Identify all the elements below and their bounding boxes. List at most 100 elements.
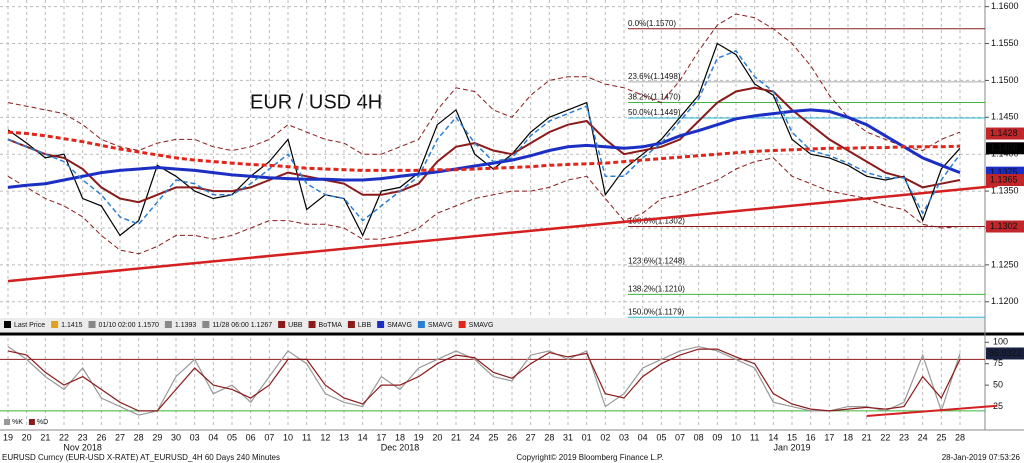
fib-label: 23.6%(1.1498) bbox=[628, 72, 681, 81]
price-tag-label: 1.1365 bbox=[990, 174, 1018, 184]
month-label: Jan 2019 bbox=[773, 442, 810, 452]
series-line bbox=[7, 157, 961, 255]
price-tag bbox=[986, 220, 1024, 233]
legend-swatch bbox=[4, 321, 11, 328]
x-tick-label: 07 bbox=[675, 432, 685, 442]
legend-swatch bbox=[458, 321, 466, 328]
price-tag-label: 1.1302 bbox=[990, 221, 1018, 231]
month-label: Nov 2018 bbox=[63, 442, 102, 452]
x-tick-label: 25 bbox=[936, 432, 946, 442]
legend-label: %D bbox=[37, 419, 48, 426]
x-tick-label: 30 bbox=[171, 432, 181, 442]
x-tick-label: 28 bbox=[134, 432, 144, 442]
fib-label: 100.0%(1.1302) bbox=[628, 217, 685, 226]
legend-label: %K bbox=[12, 419, 23, 426]
last-value-label: 86.9322 bbox=[989, 348, 1022, 358]
x-tick-label: 22 bbox=[59, 432, 69, 442]
footer-left: EURUSD Curncy (EUR-USD X-RATE) AT_EURUSD… bbox=[2, 453, 280, 462]
legend-strip bbox=[0, 318, 985, 332]
legend-swatch bbox=[28, 419, 35, 425]
x-tick-label: 20 bbox=[432, 432, 442, 442]
x-tick-label: 04 bbox=[638, 432, 648, 442]
price-tag bbox=[986, 174, 1024, 187]
x-tick-label: 21 bbox=[451, 432, 461, 442]
legend-label: SMAVG bbox=[387, 322, 412, 329]
y-tick-label: 100 bbox=[993, 337, 1008, 347]
x-tick-label: 31 bbox=[563, 432, 573, 442]
trendline bbox=[866, 404, 998, 417]
legend-swatch bbox=[278, 321, 286, 328]
legend-swatch bbox=[164, 321, 172, 328]
x-tick-label: 24 bbox=[470, 432, 480, 442]
legend-swatch bbox=[417, 321, 425, 328]
price-tag-label: 1.1428 bbox=[990, 128, 1018, 138]
x-tick-label: 12 bbox=[320, 432, 330, 442]
x-tick-label: 18 bbox=[395, 432, 405, 442]
footer-center: Copyright© 2019 Bloomberg Finance L.P. bbox=[516, 453, 663, 462]
last-value-tag bbox=[986, 347, 1024, 360]
y-tick-label: 1.1500 bbox=[991, 75, 1019, 85]
y-tick-label: 75 bbox=[993, 358, 1003, 368]
x-tick-label: 07 bbox=[264, 432, 274, 442]
y-tick-label: 1.1550 bbox=[991, 38, 1019, 48]
legend-label: 1.1415 bbox=[61, 322, 83, 329]
x-tick-label: 28 bbox=[544, 432, 554, 442]
x-tick-label: 06 bbox=[246, 432, 256, 442]
series-line bbox=[7, 13, 961, 155]
x-tick-label: 21 bbox=[40, 432, 50, 442]
legend-swatch bbox=[377, 321, 385, 328]
x-tick-label: 27 bbox=[526, 432, 536, 442]
x-tick-label: 18 bbox=[843, 432, 853, 442]
series-line bbox=[7, 42, 961, 237]
x-tick-label: 28 bbox=[955, 432, 965, 442]
x-tick-label: 23 bbox=[899, 432, 909, 442]
series-line bbox=[7, 49, 961, 226]
x-tick-label: 20 bbox=[22, 432, 32, 442]
trendline bbox=[7, 184, 998, 283]
legend-swatch bbox=[88, 321, 96, 328]
x-tick-label: 26 bbox=[507, 432, 517, 442]
x-tick-label: 10 bbox=[283, 432, 293, 442]
legend-swatch bbox=[51, 321, 59, 328]
x-tick-label: 27 bbox=[115, 432, 125, 442]
x-tick-label: 26 bbox=[96, 432, 106, 442]
x-tick-label: 08 bbox=[694, 432, 704, 442]
x-tick-label: 11 bbox=[302, 432, 311, 442]
x-tick-label: 13 bbox=[339, 432, 349, 442]
legend-label: Last Price bbox=[14, 322, 45, 329]
x-tick-label: 03 bbox=[619, 432, 629, 442]
x-tick-label: 14 bbox=[768, 432, 778, 442]
x-tick-label: 02 bbox=[600, 432, 610, 442]
series-line bbox=[7, 345, 961, 416]
legend-swatch bbox=[202, 321, 210, 328]
footer-right: 28-Jan-2019 07:53:26 bbox=[942, 453, 1021, 462]
x-tick-label: 03 bbox=[190, 432, 200, 442]
fib-label: 50.0%(1.1449) bbox=[628, 108, 681, 117]
x-tick-label: 01 bbox=[582, 432, 592, 442]
y-tick-label: 1.1250 bbox=[991, 259, 1019, 269]
legend-label: 1.1393 bbox=[175, 322, 197, 329]
legend-label: 01/10 02:00 1.1570 bbox=[99, 322, 159, 329]
x-tick-label: 17 bbox=[376, 432, 386, 442]
y-tick-label: 1.1350 bbox=[991, 185, 1019, 195]
x-tick-label: 29 bbox=[152, 432, 162, 442]
x-tick-label: 21 bbox=[862, 432, 872, 442]
month-label: Dec 2018 bbox=[381, 442, 420, 452]
series-line bbox=[7, 108, 961, 189]
x-tick-label: 25 bbox=[488, 432, 498, 442]
fib-label: 0.0%(1.1570) bbox=[628, 19, 676, 28]
price-tag bbox=[986, 127, 1024, 140]
legend-label: SMAVG bbox=[469, 322, 494, 329]
y-tick-label: 1.1200 bbox=[991, 296, 1019, 306]
x-tick-label: 10 bbox=[731, 432, 741, 442]
fib-label: 150.0%(1.1179) bbox=[628, 307, 685, 316]
legend-swatch bbox=[4, 419, 10, 425]
x-tick-label: 22 bbox=[880, 432, 890, 442]
x-tick-label: 17 bbox=[824, 432, 834, 442]
price-tag-label: 1.1375 bbox=[990, 167, 1018, 177]
price-tag-label: 1.1408 bbox=[990, 143, 1018, 153]
legend-label: 11/28 06:00 1.1267 bbox=[212, 322, 272, 329]
series-line bbox=[7, 130, 961, 172]
x-tick-label: 19 bbox=[414, 432, 424, 442]
